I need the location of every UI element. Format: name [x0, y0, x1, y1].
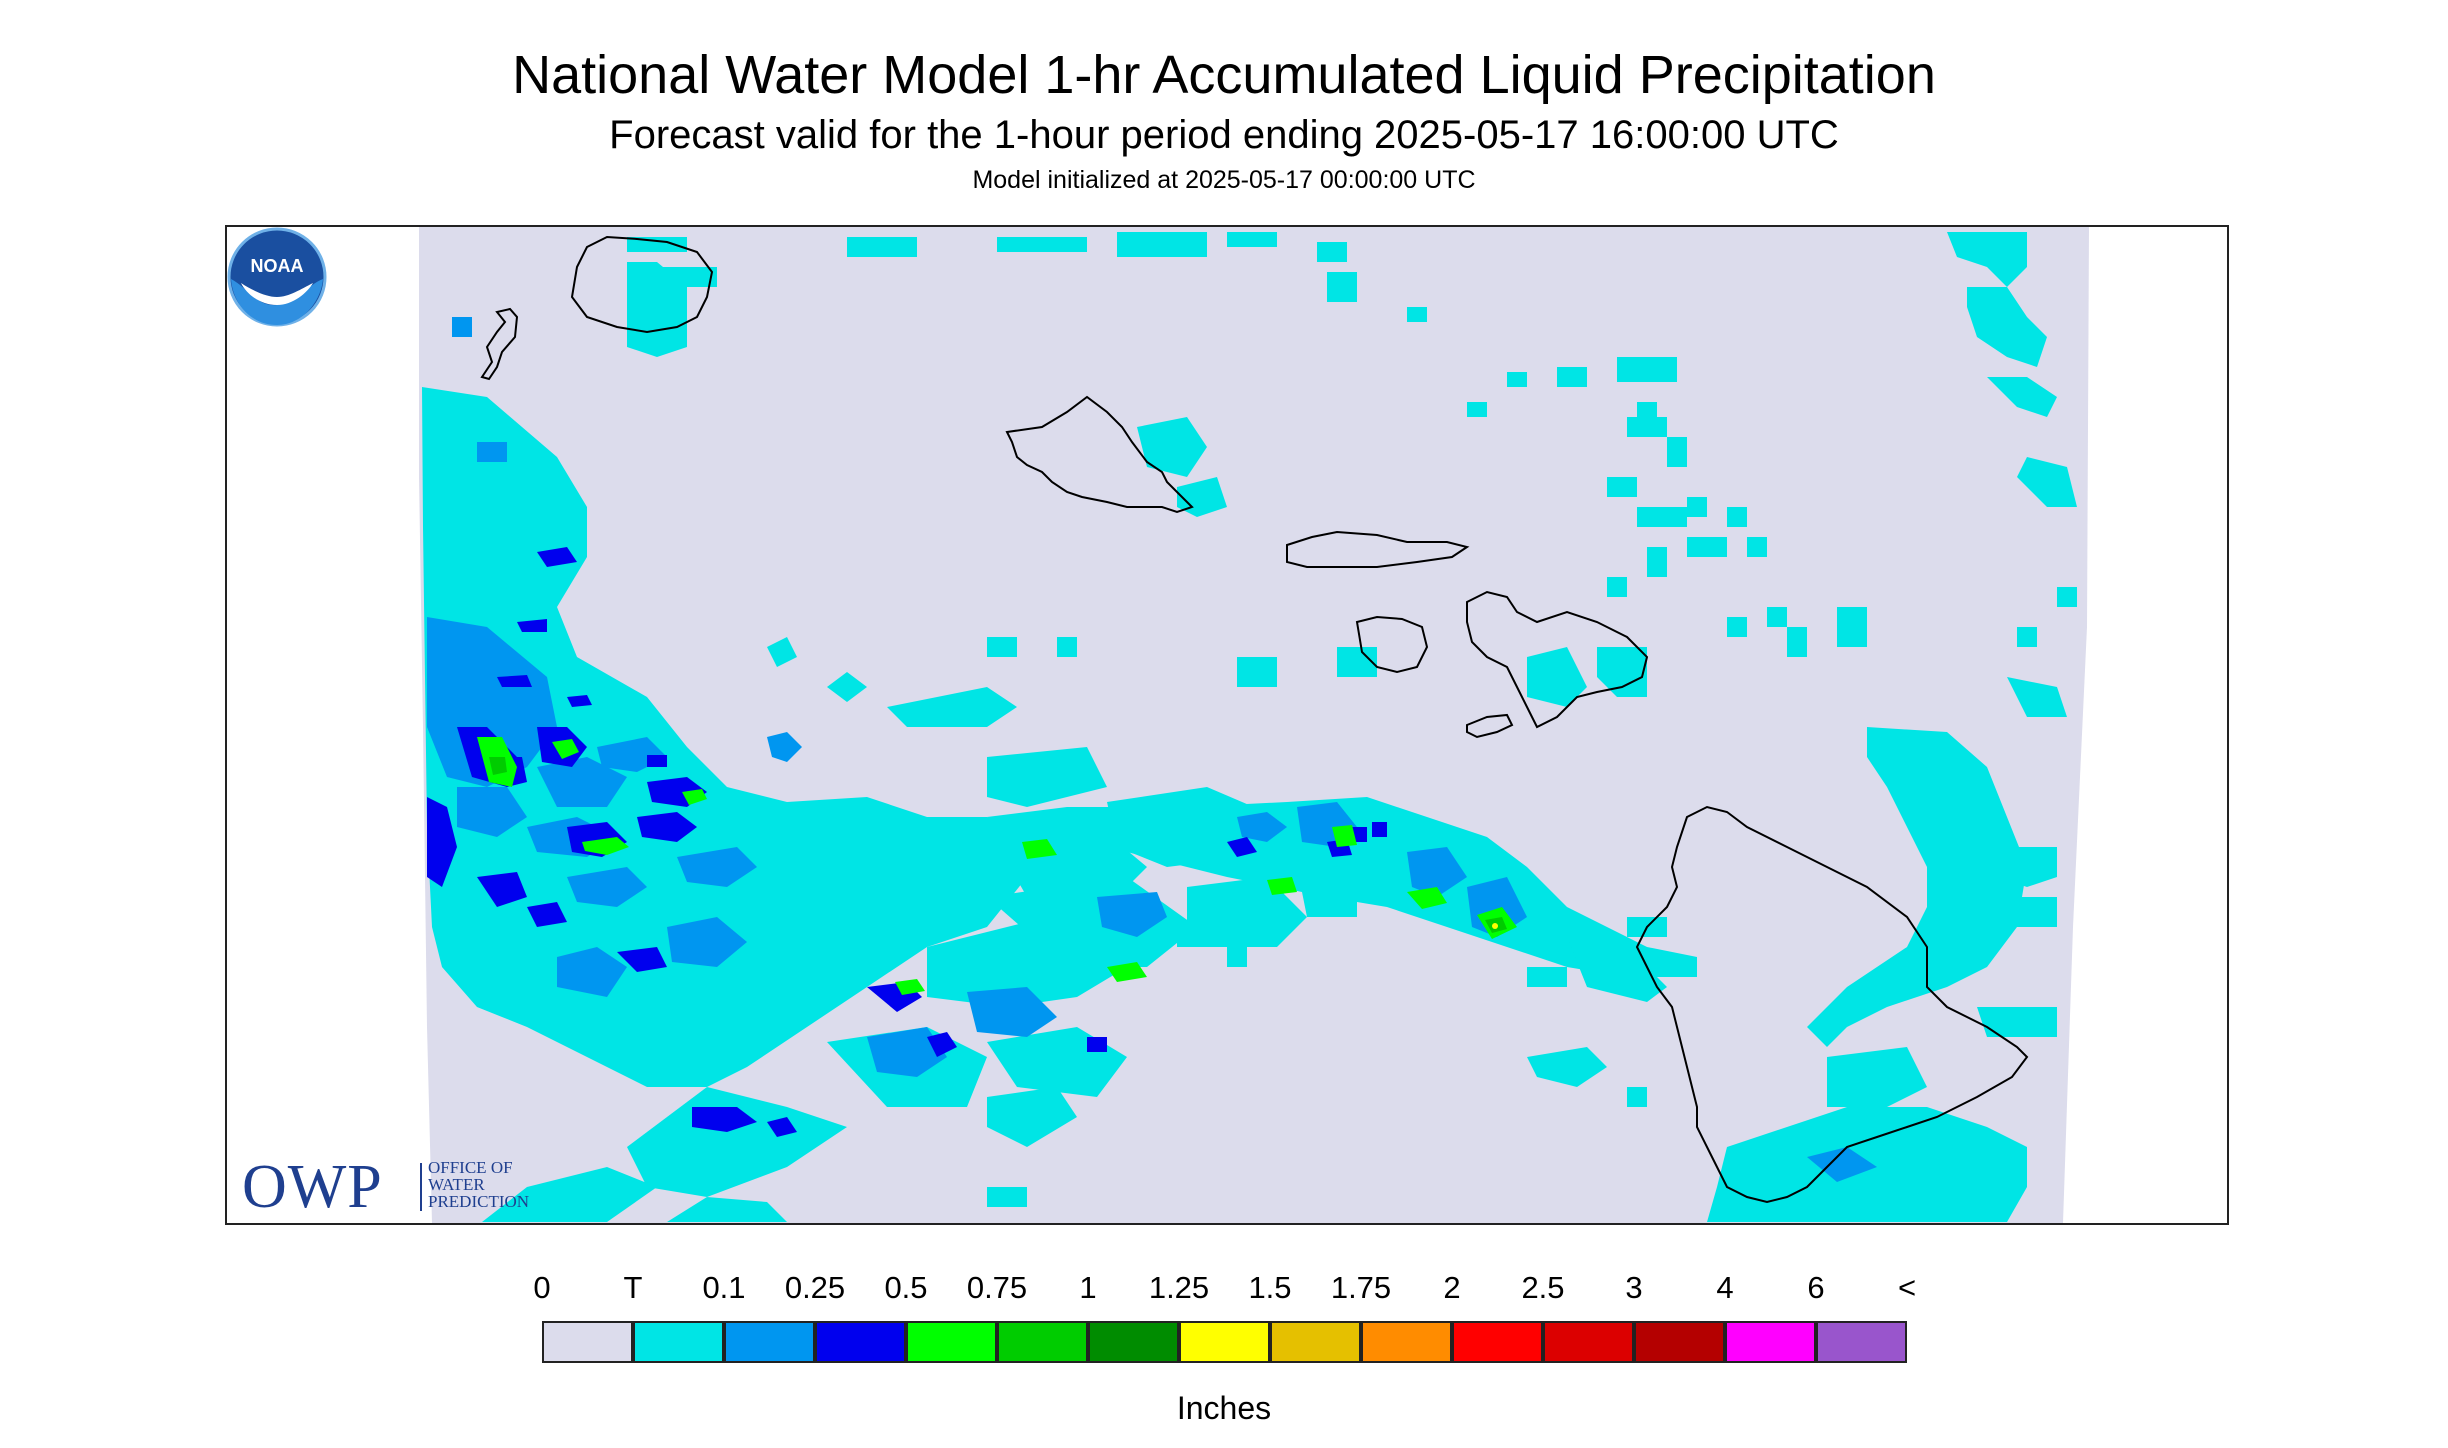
legend-swatch: [1816, 1321, 1907, 1363]
legend-label: T: [623, 1270, 643, 1305]
map-canvas: [227, 227, 2227, 1223]
owp-logo-line1: OFFICE OF: [428, 1158, 513, 1177]
hawaii-coast: [1635, 805, 2029, 1204]
legend-label: <: [1897, 1270, 1917, 1305]
legend-label: 1: [1079, 1270, 1097, 1305]
legend-label: 1.25: [1148, 1270, 1210, 1305]
legend-label: 0.25: [784, 1270, 846, 1305]
kahoolawe-coast: [1466, 713, 1514, 739]
precip-0-5-areas: [477, 737, 1517, 995]
legend-swatch: [815, 1321, 906, 1363]
owp-logo-divider: [420, 1163, 422, 1211]
niihau-coast: [480, 307, 519, 381]
lanai-coast: [1355, 615, 1429, 674]
precipitation-map: OWP OFFICE OF WATER PREDICTION NOAA: [225, 225, 2229, 1225]
legend-swatch: [906, 1321, 997, 1363]
legend-swatch: [1088, 1321, 1179, 1363]
legend-swatch: [1179, 1321, 1270, 1363]
owp-logo-text: OFFICE OF WATER PREDICTION: [428, 1159, 529, 1210]
legend-label: 6: [1807, 1270, 1825, 1305]
chart-title: National Water Model 1-hr Accumulated Li…: [512, 45, 1936, 105]
legend-label: 3: [1625, 1270, 1643, 1305]
legend-label: 2.5: [1521, 1270, 1565, 1305]
legend-swatch: [997, 1321, 1088, 1363]
noaa-logo-text: NOAA: [251, 256, 304, 276]
owp-logo-line3: PREDICTION: [428, 1192, 530, 1211]
legend-label: 0.1: [702, 1270, 746, 1305]
legend-label: 1.5: [1248, 1270, 1292, 1305]
kauai-coast: [570, 235, 714, 334]
legend-swatch: [1634, 1321, 1725, 1363]
chart-subtitle: Forecast valid for the 1-hour period end…: [609, 113, 1839, 157]
legend-swatch: [633, 1321, 724, 1363]
model-init-text: Model initialized at 2025-05-17 00:00:00…: [972, 166, 1476, 194]
legend-colorbar: [542, 1321, 1907, 1363]
legend-swatch: [724, 1321, 815, 1363]
legend-swatch: [1361, 1321, 1452, 1363]
maui-coast: [1466, 590, 1649, 729]
legend-labels: 0 T 0.1 0.25 0.5 0.75 1 1.25 1.5 1.75 2 2.5 3 4 6 <: [0, 1270, 2448, 1310]
legend-label: 4: [1716, 1270, 1734, 1305]
oahu-coast: [1005, 395, 1194, 514]
precip-0-25-areas: [427, 547, 1387, 1137]
legend-swatch: [1543, 1321, 1634, 1363]
owp-logo-line2: WATER: [428, 1175, 485, 1194]
legend-swatch: [542, 1321, 633, 1363]
owp-logo-abbr: OWP: [242, 1153, 383, 1221]
legend-label: 1.75: [1330, 1270, 1392, 1305]
molokai-coast: [1286, 530, 1470, 568]
legend-swatch: [1452, 1321, 1543, 1363]
legend-label: 0.75: [966, 1270, 1028, 1305]
legend-label: 0: [533, 1270, 551, 1305]
noaa-logo: NOAA: [227, 227, 327, 327]
legend-label: 0.5: [884, 1270, 928, 1305]
precip-1-25-areas: [1492, 923, 1498, 929]
legend-swatch: [1270, 1321, 1361, 1363]
coastlines: [480, 235, 2029, 1204]
legend-label: 2: [1443, 1270, 1461, 1305]
legend-units: Inches: [1176, 1390, 1272, 1426]
legend-swatch: [1725, 1321, 1816, 1363]
